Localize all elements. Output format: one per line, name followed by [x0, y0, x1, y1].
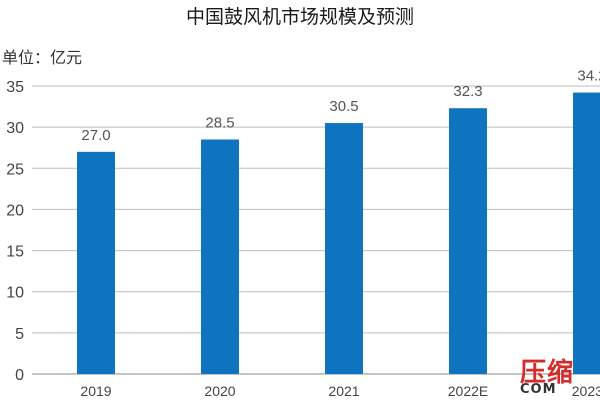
x-category-label: 2023E: [572, 383, 600, 399]
data-label: 34.2: [577, 68, 600, 85]
unit-label: 单位：亿元: [2, 48, 83, 67]
bar: [325, 123, 363, 375]
bar: [77, 151, 115, 374]
x-category-labels: 2019 2020 2021 2022E 2023E: [80, 383, 600, 399]
y-tick-label: 0: [15, 367, 24, 384]
x-category-label: 2022E: [448, 383, 488, 399]
bar: [449, 108, 487, 375]
data-label: 30.5: [329, 98, 358, 115]
bars: [77, 92, 600, 375]
data-label: 27.0: [81, 127, 110, 144]
chart-title: 中国鼓风机市场规模及预测: [185, 6, 414, 28]
y-tick-label: 5: [15, 326, 24, 343]
y-tick-label: 15: [6, 244, 24, 261]
data-labels: 27.0 28.5 30.5 32.3 34.2: [81, 68, 600, 144]
data-label: 28.5: [205, 114, 234, 131]
x-category-label: 2020: [204, 383, 235, 399]
y-tick-label: 30: [6, 120, 24, 137]
y-tick-label: 35: [6, 79, 24, 96]
x-category-label: 2021: [328, 383, 359, 399]
data-label: 32.3: [453, 83, 482, 100]
bar: [201, 139, 239, 374]
y-tick-label: 20: [6, 202, 24, 219]
y-tick-label: 25: [6, 161, 24, 178]
y-tick-label: 10: [6, 285, 24, 302]
x-category-label: 2019: [80, 383, 111, 399]
grid-lines: [32, 85, 600, 375]
y-tick-labels: 0 5 10 15 20 25 30 35: [6, 79, 24, 384]
bar: [573, 92, 600, 374]
